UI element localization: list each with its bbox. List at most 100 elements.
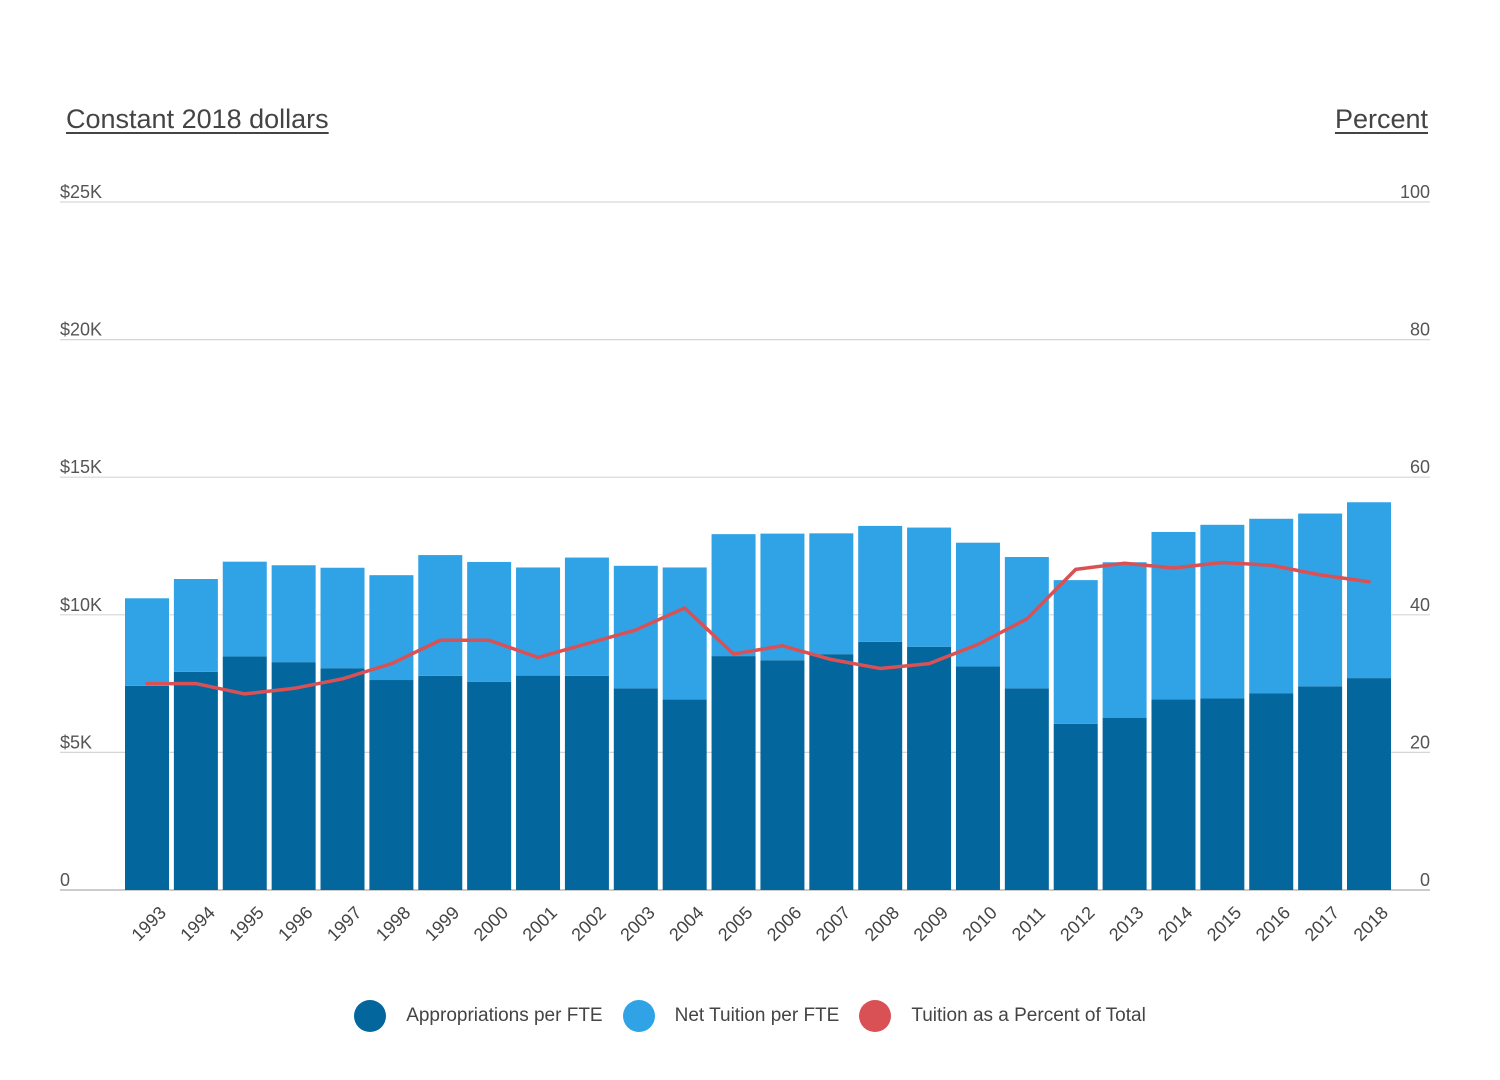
category-label: 1997 <box>323 903 365 945</box>
bar-appropriations <box>662 699 707 890</box>
category-label: 2014 <box>1154 903 1196 945</box>
right-axis-title: Percent <box>1334 104 1428 134</box>
category-label: 1998 <box>372 903 414 945</box>
percent-point <box>585 642 589 646</box>
bar-net-tuition <box>1200 524 1245 699</box>
right-tick-label: 20 <box>1410 732 1430 752</box>
category-label: 2002 <box>567 903 609 945</box>
bar-net-tuition <box>173 579 218 672</box>
percent-point <box>1367 580 1371 584</box>
left-tick-label: $25K <box>60 182 102 202</box>
percent-point <box>878 666 882 670</box>
percent-point <box>1025 617 1029 621</box>
bar-net-tuition <box>320 567 365 669</box>
category-label: 2009 <box>910 903 952 945</box>
percent-point <box>1074 567 1078 571</box>
bar-net-tuition <box>516 567 561 676</box>
category-label: 2010 <box>958 903 1000 945</box>
bar-appropriations <box>564 675 609 890</box>
bar-net-tuition <box>1102 562 1147 718</box>
percent-point <box>634 628 638 632</box>
bar-net-tuition <box>125 598 169 686</box>
bar-net-tuition <box>1151 531 1196 700</box>
right-tick-label: 100 <box>1400 182 1430 202</box>
bar-appropriations <box>1151 699 1196 890</box>
category-label: 2008 <box>861 903 903 945</box>
percent-point <box>927 662 931 666</box>
bar-appropriations <box>516 675 561 890</box>
category-label: 2000 <box>470 903 512 945</box>
bar-net-tuition <box>222 561 267 657</box>
bar-appropriations <box>1102 718 1147 890</box>
percent-point <box>1269 563 1273 567</box>
left-tick-label: $5K <box>60 732 92 752</box>
left-tick-label: $20K <box>60 320 102 340</box>
category-label: 1993 <box>128 903 170 945</box>
legend-swatch-tuition-percent <box>859 1000 892 1032</box>
bar-net-tuition <box>662 567 707 700</box>
bar-net-tuition <box>1053 580 1098 724</box>
bar-net-tuition <box>809 533 854 655</box>
category-label: 2017 <box>1301 903 1343 945</box>
bar-appropriations <box>1298 686 1343 890</box>
percent-point <box>341 677 345 681</box>
axis-ticks: 0 0 $5K 20 $10K 40 $15K 60 $20K 80 $25K 100 <box>60 182 1430 890</box>
bar-appropriations <box>809 654 854 890</box>
bar-appropriations <box>1200 698 1245 890</box>
category-label: 2003 <box>616 903 658 945</box>
legend-item-appropriations: Appropriations per FTE <box>354 1000 603 1032</box>
category-label: 2015 <box>1203 903 1245 945</box>
bar-appropriations <box>613 688 658 890</box>
category-label: 1995 <box>225 903 267 945</box>
percent-point <box>243 692 247 696</box>
bar-appropriations <box>858 641 903 890</box>
bar-net-tuition <box>760 533 805 661</box>
category-label: 2011 <box>1008 903 1050 945</box>
percent-point <box>145 682 149 686</box>
chart-plot: 0 0$5K 20$10K 40$15K 60$20K 80$25K 100 1993 199… <box>60 182 1430 945</box>
bar-net-tuition <box>1249 518 1294 694</box>
bar-appropriations <box>1004 688 1049 890</box>
category-label: 2018 <box>1350 903 1392 945</box>
category-label: 2012 <box>1056 903 1098 945</box>
category-label: 2006 <box>763 903 805 945</box>
category-label: 2013 <box>1105 903 1147 945</box>
bar-net-tuition <box>858 525 903 642</box>
bar-appropriations <box>467 681 512 890</box>
bar-appropriations <box>271 662 316 890</box>
legend-swatch-net-tuition <box>622 1000 655 1032</box>
legend-label-appropriations: Appropriations per FTE <box>406 1005 603 1026</box>
bar-appropriations <box>760 660 805 890</box>
legend-swatch-appropriations <box>354 1000 387 1032</box>
bar-appropriations <box>1347 678 1391 890</box>
bar-appropriations <box>1053 723 1098 890</box>
bar-net-tuition <box>467 561 512 682</box>
bar-net-tuition <box>418 555 463 676</box>
percent-point <box>438 638 442 642</box>
legend-item-tuition-percent: Tuition as a Percent of Total <box>859 1000 1146 1032</box>
category-label: 1999 <box>421 903 463 945</box>
percent-point <box>780 644 784 648</box>
percent-point <box>487 638 491 642</box>
right-tick-label: 0 <box>1420 870 1430 890</box>
bar-net-tuition <box>711 534 756 657</box>
bar-net-tuition <box>564 557 609 676</box>
left-tick-label: 0 <box>60 870 70 890</box>
percent-point <box>829 658 833 662</box>
bar-appropriations <box>1249 693 1294 890</box>
bar-net-tuition <box>1004 557 1049 689</box>
percent-point <box>194 682 198 686</box>
category-label: 2001 <box>519 903 561 945</box>
percent-point <box>1220 561 1224 565</box>
bar-appropriations <box>955 666 1000 890</box>
percent-point <box>389 662 393 666</box>
bar-net-tuition <box>1347 502 1391 679</box>
bar-appropriations <box>907 646 952 890</box>
bar-net-tuition <box>955 542 1000 667</box>
legend: Appropriations per FTE Net Tuition per F… <box>0 1000 1500 1032</box>
legend-label-net-tuition: Net Tuition per FTE <box>674 1005 840 1026</box>
bar-appropriations <box>418 675 463 890</box>
bar-appropriations <box>173 671 218 890</box>
bar-net-tuition <box>907 527 952 647</box>
right-tick-label: 40 <box>1410 595 1430 615</box>
